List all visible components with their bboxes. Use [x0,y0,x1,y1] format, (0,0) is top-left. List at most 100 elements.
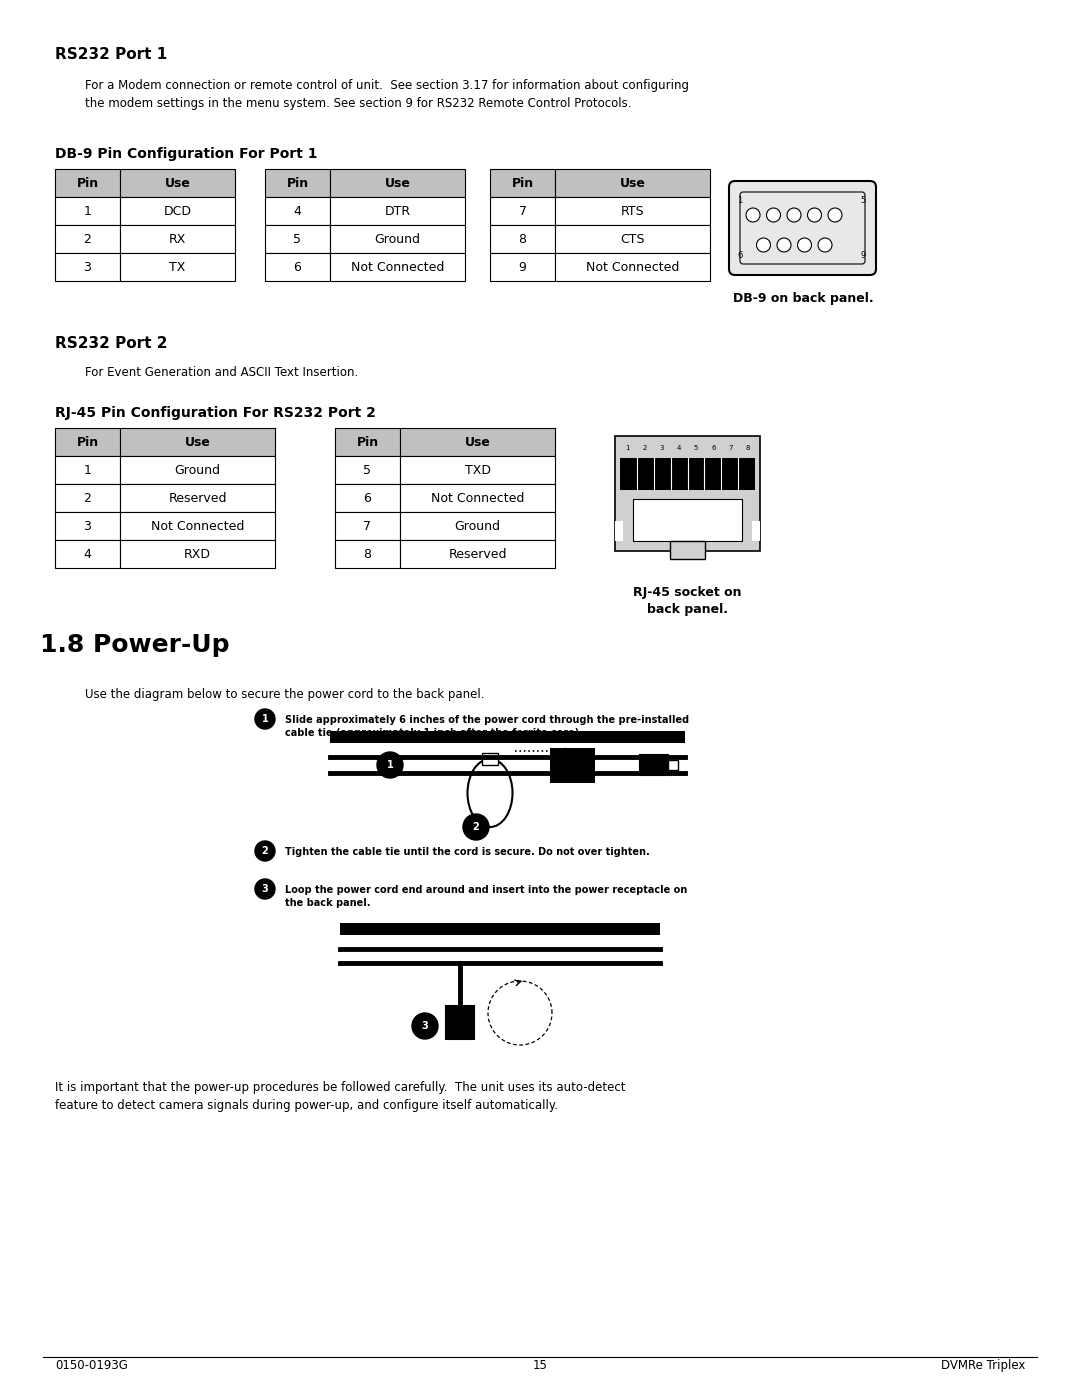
Bar [55,253,120,281]
Text: Use: Use [620,176,646,190]
Bar [400,511,555,541]
Text: Loop the power cord end around and insert into the power receptacle on
the back : Loop the power cord end around and inser… [285,886,687,908]
FancyBboxPatch shape [740,191,865,264]
Bar [555,197,710,225]
Text: 15: 15 [532,1359,548,1372]
Bar [490,169,555,197]
Bar [400,427,555,455]
Text: 3: 3 [261,884,268,894]
Bar [335,541,400,569]
Text: 6: 6 [364,492,372,504]
Bar [265,197,330,225]
Text: RJ-45 socket on
back panel.: RJ-45 socket on back panel. [633,585,742,616]
Text: RX: RX [168,232,186,246]
Bar [120,541,275,569]
Bar [482,753,498,766]
Text: 9: 9 [518,260,526,274]
Text: Pin: Pin [512,176,534,190]
Bar [615,521,623,541]
Bar [330,197,465,225]
Bar [120,427,275,455]
Text: 2: 2 [473,821,480,833]
Text: Not Connected: Not Connected [151,520,244,532]
Bar [120,483,275,511]
Bar [120,511,275,541]
Text: Not Connected: Not Connected [585,260,679,274]
Circle shape [255,710,275,729]
Text: 1: 1 [261,714,268,724]
Bar [446,1006,474,1039]
Bar [265,169,330,197]
Bar [330,731,685,743]
Circle shape [787,208,801,222]
Text: 1: 1 [738,196,743,204]
Text: 6: 6 [711,446,716,451]
Bar [335,483,400,511]
Bar [330,253,465,281]
Text: 4: 4 [83,548,92,560]
Text: Slide approximately 6 inches of the power cord through the pre-installed
cable t: Slide approximately 6 inches of the powe… [285,715,689,738]
Text: 5: 5 [861,196,866,204]
Bar [330,169,465,197]
Text: Reserved: Reserved [448,548,507,560]
FancyBboxPatch shape [729,182,876,275]
Text: Pin: Pin [77,176,98,190]
Text: RS232 Port 1: RS232 Port 1 [55,47,167,61]
Bar [335,511,400,541]
Text: Not Connected: Not Connected [431,492,524,504]
Text: Ground: Ground [375,232,420,246]
Text: 5: 5 [294,232,301,246]
Text: 1: 1 [83,204,92,218]
Bar [55,541,120,569]
Text: Use: Use [185,436,211,448]
Bar [55,483,120,511]
Circle shape [818,237,832,251]
Text: DTR: DTR [384,204,410,218]
Bar [265,253,330,281]
Bar [265,225,330,253]
Text: CTS: CTS [620,232,645,246]
Text: Pin: Pin [286,176,309,190]
Bar [55,455,120,483]
Circle shape [255,879,275,900]
Bar [335,455,400,483]
Text: 3: 3 [421,1021,429,1031]
Text: 5: 5 [694,446,699,451]
Text: 3: 3 [659,446,664,451]
Bar [400,483,555,511]
Text: Use: Use [384,176,410,190]
Text: 3: 3 [83,260,92,274]
Bar [620,458,755,490]
Text: Ground: Ground [175,464,220,476]
Text: TX: TX [170,260,186,274]
Text: 7: 7 [729,446,733,451]
Text: RJ-45 Pin Configuration For RS232 Port 2: RJ-45 Pin Configuration For RS232 Port 2 [55,407,376,420]
Bar [340,923,660,935]
Circle shape [377,752,403,778]
Bar [555,169,710,197]
Bar [633,499,742,541]
Text: 8: 8 [364,548,372,560]
Text: RTS: RTS [621,204,645,218]
Text: 2: 2 [83,232,92,246]
Circle shape [756,237,770,251]
Text: 2: 2 [643,446,647,451]
Text: RXD: RXD [184,548,211,560]
Bar [55,169,120,197]
Text: 2: 2 [83,492,92,504]
Text: 6: 6 [738,250,743,260]
Circle shape [255,841,275,861]
Text: Use: Use [164,176,190,190]
Bar [55,511,120,541]
Text: 6: 6 [294,260,301,274]
Bar [55,427,120,455]
Bar [640,754,669,775]
Text: Not Connected: Not Connected [351,260,444,274]
Bar [670,541,705,559]
Text: 8: 8 [746,446,751,451]
Text: Use: Use [464,436,490,448]
Text: 3: 3 [83,520,92,532]
Bar [120,197,235,225]
Text: TXD: TXD [464,464,490,476]
Circle shape [767,208,781,222]
